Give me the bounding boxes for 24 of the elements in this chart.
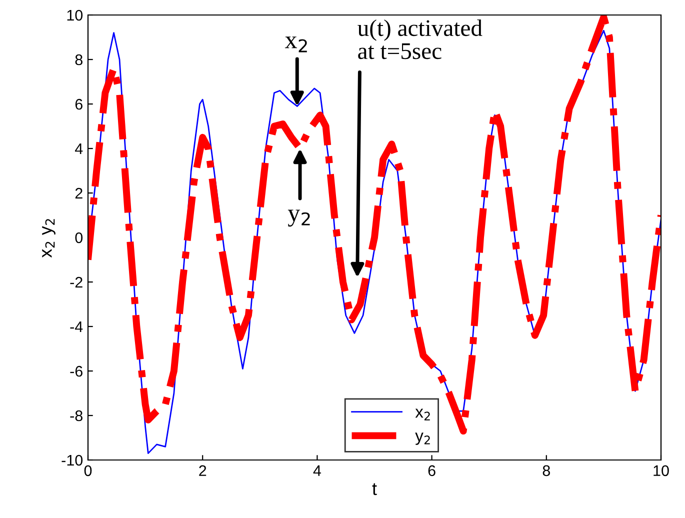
x-tick-label: 10 [654,465,669,476]
y-tick-label: 4 [74,144,83,154]
y-tick-label: 10 [67,10,83,21]
annotation: x$_{2}$ [284,36,307,52]
x-axis-title: t [372,483,377,496]
x-tick-label: 6 [428,465,436,476]
y-tick-label: 2 [75,188,82,199]
y-tick-label: 6 [75,98,82,110]
y-tick-label: 0 [75,232,83,244]
annotation: u(t) activated at t=5sec [358,19,482,60]
y-tick-label: -8 [70,410,82,422]
y-tick-label: -10 [62,454,83,466]
x-tick-label: 4 [313,465,321,476]
x-tick-label: 8 [542,465,550,476]
y-tick-label: -4 [70,322,83,332]
legend-label: x$_{2}$ [415,408,430,420]
y-tick-label: 8 [75,54,82,66]
y-tick-label: -6 [70,366,82,377]
annotation: y$_{2}$ [288,210,310,227]
legend-label: y$_{2}$ [415,432,430,445]
x-tick-label: 2 [199,465,206,476]
y-axis-title: x$_{2}$ y$_{2}$ [42,219,56,258]
x-tick-label: 0 [84,465,92,476]
y-tick-label: -2 [70,276,82,288]
